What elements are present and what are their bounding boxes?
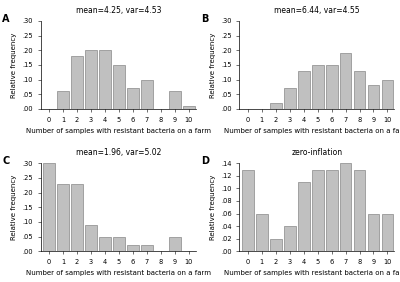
Text: D: D <box>201 156 209 166</box>
Bar <box>99 237 111 251</box>
Bar <box>242 169 254 251</box>
Bar <box>326 169 338 251</box>
Bar <box>85 225 97 251</box>
Bar <box>354 71 366 109</box>
Text: C: C <box>2 156 9 166</box>
Bar <box>127 88 139 109</box>
Title: mean=6.44, var=4.55: mean=6.44, var=4.55 <box>274 6 360 15</box>
Bar <box>382 213 393 251</box>
Bar <box>256 213 268 251</box>
Bar <box>270 239 282 251</box>
Bar <box>71 56 83 109</box>
Bar <box>183 106 195 109</box>
Y-axis label: Relative frequency: Relative frequency <box>11 32 17 98</box>
Y-axis label: Relative frequency: Relative frequency <box>210 32 216 98</box>
Bar <box>270 103 282 109</box>
Bar <box>298 182 310 251</box>
Title: mean=1.96, var=5.02: mean=1.96, var=5.02 <box>76 148 161 157</box>
Bar <box>298 71 310 109</box>
Bar <box>382 80 393 109</box>
Bar <box>284 88 296 109</box>
Text: A: A <box>2 14 10 24</box>
Bar <box>127 245 139 251</box>
Bar <box>169 237 181 251</box>
Bar <box>340 163 352 251</box>
Bar <box>312 169 324 251</box>
Bar <box>169 91 181 109</box>
Bar <box>113 237 125 251</box>
Bar <box>57 184 69 251</box>
Bar <box>99 50 111 109</box>
Text: B: B <box>201 14 208 24</box>
Bar <box>354 169 366 251</box>
X-axis label: Number of samples with resistant bacteria on a farm: Number of samples with resistant bacteri… <box>224 270 400 276</box>
Bar <box>368 85 380 109</box>
X-axis label: Number of samples with resistant bacteria on a farm: Number of samples with resistant bacteri… <box>26 128 211 134</box>
Bar <box>141 245 153 251</box>
Title: zero-inflation: zero-inflation <box>291 148 342 157</box>
Bar <box>85 50 97 109</box>
Bar <box>57 91 69 109</box>
Bar <box>43 163 55 251</box>
Title: mean=4.25, var=4.53: mean=4.25, var=4.53 <box>76 6 161 15</box>
Bar <box>312 65 324 109</box>
Bar <box>71 184 83 251</box>
Bar <box>113 65 125 109</box>
Bar <box>326 65 338 109</box>
Y-axis label: Relative frequency: Relative frequency <box>210 175 216 240</box>
Bar <box>340 53 352 109</box>
X-axis label: Number of samples with resistant bacteria on a farm: Number of samples with resistant bacteri… <box>224 128 400 134</box>
Bar <box>284 226 296 251</box>
X-axis label: Number of samples with resistant bacteria on a farm: Number of samples with resistant bacteri… <box>26 270 211 276</box>
Y-axis label: Relative frequency: Relative frequency <box>11 175 17 240</box>
Bar <box>141 80 153 109</box>
Bar <box>368 213 380 251</box>
